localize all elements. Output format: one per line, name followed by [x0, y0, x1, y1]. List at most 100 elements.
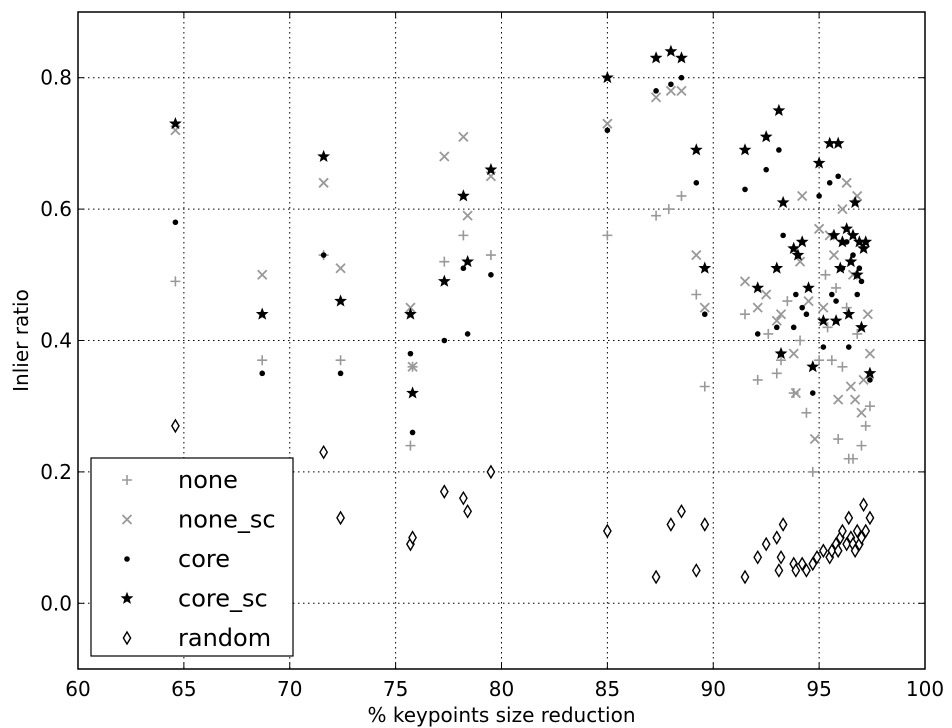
legend-marker-core	[124, 556, 130, 562]
point-random	[852, 523, 862, 539]
point-random	[865, 510, 875, 526]
point-none	[837, 361, 848, 372]
point-random	[791, 563, 801, 578]
point-core	[337, 370, 344, 377]
x-tick-label: 65	[171, 677, 196, 701]
point-core	[809, 390, 816, 396]
point-none	[831, 282, 842, 293]
point-none-sc	[691, 249, 702, 261]
point-core-sc	[802, 281, 815, 294]
point-core	[763, 166, 769, 173]
series-random	[170, 418, 875, 585]
point-core	[858, 278, 865, 285]
x-tick-label: 100	[906, 677, 944, 701]
point-none-sc	[761, 289, 772, 300]
point-core	[172, 219, 179, 226]
point-core	[816, 193, 822, 199]
point-random	[827, 543, 837, 559]
point-core	[604, 127, 611, 134]
point-none	[776, 355, 787, 366]
point-core-sc	[823, 136, 837, 149]
point-none-sc	[602, 118, 613, 129]
point-core-sc	[437, 274, 451, 287]
data-points	[169, 44, 877, 585]
point-none-sc	[864, 348, 876, 359]
point-none	[676, 190, 687, 201]
point-random	[861, 523, 871, 539]
point-core	[678, 74, 685, 81]
point-random	[812, 549, 822, 565]
point-none	[458, 230, 469, 241]
point-random	[666, 517, 676, 532]
point-random	[778, 517, 788, 532]
point-none	[740, 309, 751, 320]
point-random	[336, 510, 345, 526]
point-core-sc	[484, 162, 498, 176]
point-none	[170, 276, 181, 287]
series-core	[172, 74, 873, 436]
point-none-sc	[458, 131, 469, 142]
point-core	[793, 291, 799, 298]
y-axis-label: Inlier ratio	[9, 289, 33, 392]
point-core-sc	[840, 222, 854, 235]
point-core-sc	[255, 307, 269, 320]
point-core-sc	[772, 103, 786, 116]
point-random	[844, 510, 854, 526]
point-none-sc	[650, 92, 662, 103]
y-tick-label: 0.2	[40, 460, 72, 484]
point-none-sc	[841, 177, 852, 188]
point-random	[408, 530, 417, 545]
legend-marker-none-sc	[121, 514, 133, 525]
point-none-sc	[318, 177, 329, 188]
point-core-sc	[334, 294, 347, 307]
point-core-sc	[846, 228, 860, 241]
point-core-sc	[827, 228, 841, 241]
x-tick-label: 85	[595, 677, 620, 701]
point-none	[752, 374, 763, 385]
point-none-sc	[797, 190, 808, 202]
point-none	[763, 328, 774, 339]
point-none	[485, 250, 496, 261]
point-random	[774, 563, 784, 578]
point-random	[857, 530, 866, 545]
point-none-sc	[818, 302, 829, 313]
point-none	[856, 440, 867, 451]
point-core	[668, 81, 674, 88]
point-core-sc	[848, 195, 862, 208]
point-core-sc	[698, 261, 712, 274]
point-none-sc	[794, 256, 806, 267]
point-random	[691, 563, 701, 578]
point-none-sc	[752, 302, 763, 313]
point-core	[773, 324, 780, 331]
x-tick-label: 95	[806, 677, 831, 701]
point-none	[699, 381, 710, 392]
point-core	[441, 337, 448, 344]
point-none	[257, 355, 268, 366]
point-random	[439, 484, 449, 499]
point-none	[439, 256, 450, 267]
legend-label-none: none	[178, 466, 238, 494]
point-none-sc	[833, 394, 844, 405]
point-core	[693, 180, 700, 186]
point-random	[170, 418, 180, 434]
point-none-sc	[407, 361, 418, 372]
series-none	[170, 190, 875, 477]
point-core-sc	[850, 268, 864, 281]
point-random	[700, 517, 710, 532]
point-core-sc	[795, 235, 809, 248]
point-none	[405, 440, 416, 451]
point-none-sc	[462, 210, 473, 221]
point-none	[782, 296, 793, 307]
point-none	[602, 230, 613, 241]
point-random	[797, 556, 807, 572]
point-core-sc	[816, 314, 830, 327]
point-core-sc	[664, 44, 678, 57]
point-random	[602, 523, 612, 539]
x-tick-label: 60	[65, 677, 90, 701]
point-none-sc	[845, 381, 857, 392]
point-core	[850, 252, 856, 258]
point-none-sc	[665, 85, 677, 96]
axis-ticks: 60 65 70 75 80 85 90 95 100 0.0 0.2 0.4 0.6 0.8	[40, 12, 944, 701]
point-none	[691, 289, 702, 300]
